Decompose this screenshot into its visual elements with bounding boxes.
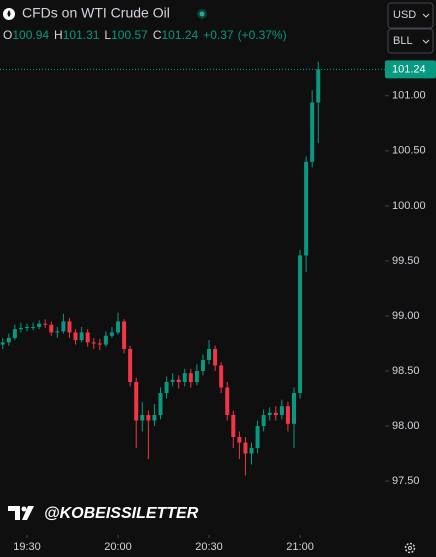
x-tick-label: 20:00 <box>104 541 132 553</box>
y-tick-label: 100.00 <box>392 200 426 212</box>
candle-body <box>128 348 133 382</box>
ohlc-value: 100.94 <box>12 28 49 42</box>
candle-body <box>158 392 163 416</box>
candle-body <box>207 348 212 360</box>
y-tick-label: 98.00 <box>392 420 420 432</box>
candle-body <box>18 328 23 330</box>
candle-body <box>67 321 72 333</box>
watermark: @KOBEISSILETTER <box>44 505 199 522</box>
status-dot-core <box>199 11 205 17</box>
candle-body <box>291 392 296 424</box>
last-price-label: 101.24 <box>392 63 426 75</box>
candle-body <box>152 415 157 421</box>
candle-body <box>304 161 309 256</box>
candle-body <box>97 343 102 345</box>
candle-body <box>49 324 54 333</box>
candle-body <box>285 406 290 424</box>
y-tick-label: 99.00 <box>392 310 420 322</box>
y-tick-label: 98.50 <box>392 365 420 377</box>
candle-body <box>231 415 236 438</box>
candle-body <box>116 321 121 333</box>
ohlc-value: 101.24 <box>161 28 198 42</box>
chart-title: CFDs on WTI Crude Oil <box>22 5 170 21</box>
candle-body <box>25 326 30 329</box>
unit-button[interactable]: BLL <box>387 28 434 54</box>
candle-body <box>219 365 224 388</box>
currency-label[interactable]: USD <box>393 9 416 21</box>
x-tick-label: 21:00 <box>286 541 314 553</box>
settings-icon[interactable] <box>404 542 416 554</box>
candle-body <box>316 69 321 103</box>
candle-body <box>0 342 5 345</box>
candle-body <box>31 326 36 328</box>
candle-body <box>61 321 66 332</box>
symbol-icon <box>3 8 15 20</box>
candle-body <box>122 321 127 349</box>
candle-body <box>176 379 181 382</box>
change-pct: (+0.37%) <box>238 28 287 42</box>
candle-body <box>55 331 60 333</box>
candle-body <box>255 426 260 449</box>
ohlc-key: H <box>54 28 63 42</box>
candle-body <box>310 102 315 162</box>
candle-body <box>298 255 303 393</box>
y-tick-label: 97.50 <box>392 475 420 487</box>
watermark-logo <box>8 506 34 520</box>
x-tick-label: 20:30 <box>195 541 223 553</box>
candle-body <box>73 332 78 341</box>
ohlc-key: C <box>153 28 162 42</box>
candle-body <box>85 332 90 343</box>
candle-body <box>140 415 145 421</box>
ohlc-value: 100.57 <box>111 28 148 42</box>
candle-body <box>37 323 42 327</box>
candle-body <box>182 373 187 382</box>
candle-body <box>194 370 199 382</box>
candle-body <box>261 415 266 427</box>
candle-body <box>164 381 169 393</box>
candle-body <box>237 437 242 443</box>
y-tick-label: 100.50 <box>392 145 426 157</box>
unit-label[interactable]: BLL <box>393 35 413 47</box>
last-price-badge <box>385 60 436 79</box>
candle-body <box>43 323 48 325</box>
ohlc-key: L <box>104 28 111 42</box>
candle-body <box>279 406 284 416</box>
x-tick-label: 19:30 <box>13 541 41 553</box>
candle-body <box>146 415 151 421</box>
candle-body <box>213 348 218 366</box>
currency-button[interactable]: USD <box>387 2 434 29</box>
change: +0.37 <box>203 28 234 42</box>
candle-body <box>103 335 108 345</box>
candle-body <box>273 412 278 416</box>
candle-body <box>79 332 84 341</box>
candle-body <box>200 359 205 371</box>
candle-body <box>91 342 96 344</box>
ohlc-legend: O100.94 H101.31 L100.57 C101.24 +0.37 (+0.37%… <box>3 28 287 42</box>
candle-body <box>170 379 175 382</box>
ohlc-key: O <box>3 28 12 42</box>
candle-body <box>109 332 114 336</box>
candle-body <box>267 412 272 416</box>
y-tick-label: 101.00 <box>392 90 426 102</box>
candle-body <box>188 373 193 382</box>
y-tick-label: 99.50 <box>392 255 420 267</box>
candle-body <box>134 381 139 421</box>
candle-body <box>225 387 230 416</box>
candle-body <box>249 448 254 454</box>
candle-body <box>12 329 17 338</box>
ohlc-value: 101.31 <box>63 28 100 42</box>
candle-body <box>6 337 11 343</box>
candle-body <box>243 442 248 454</box>
